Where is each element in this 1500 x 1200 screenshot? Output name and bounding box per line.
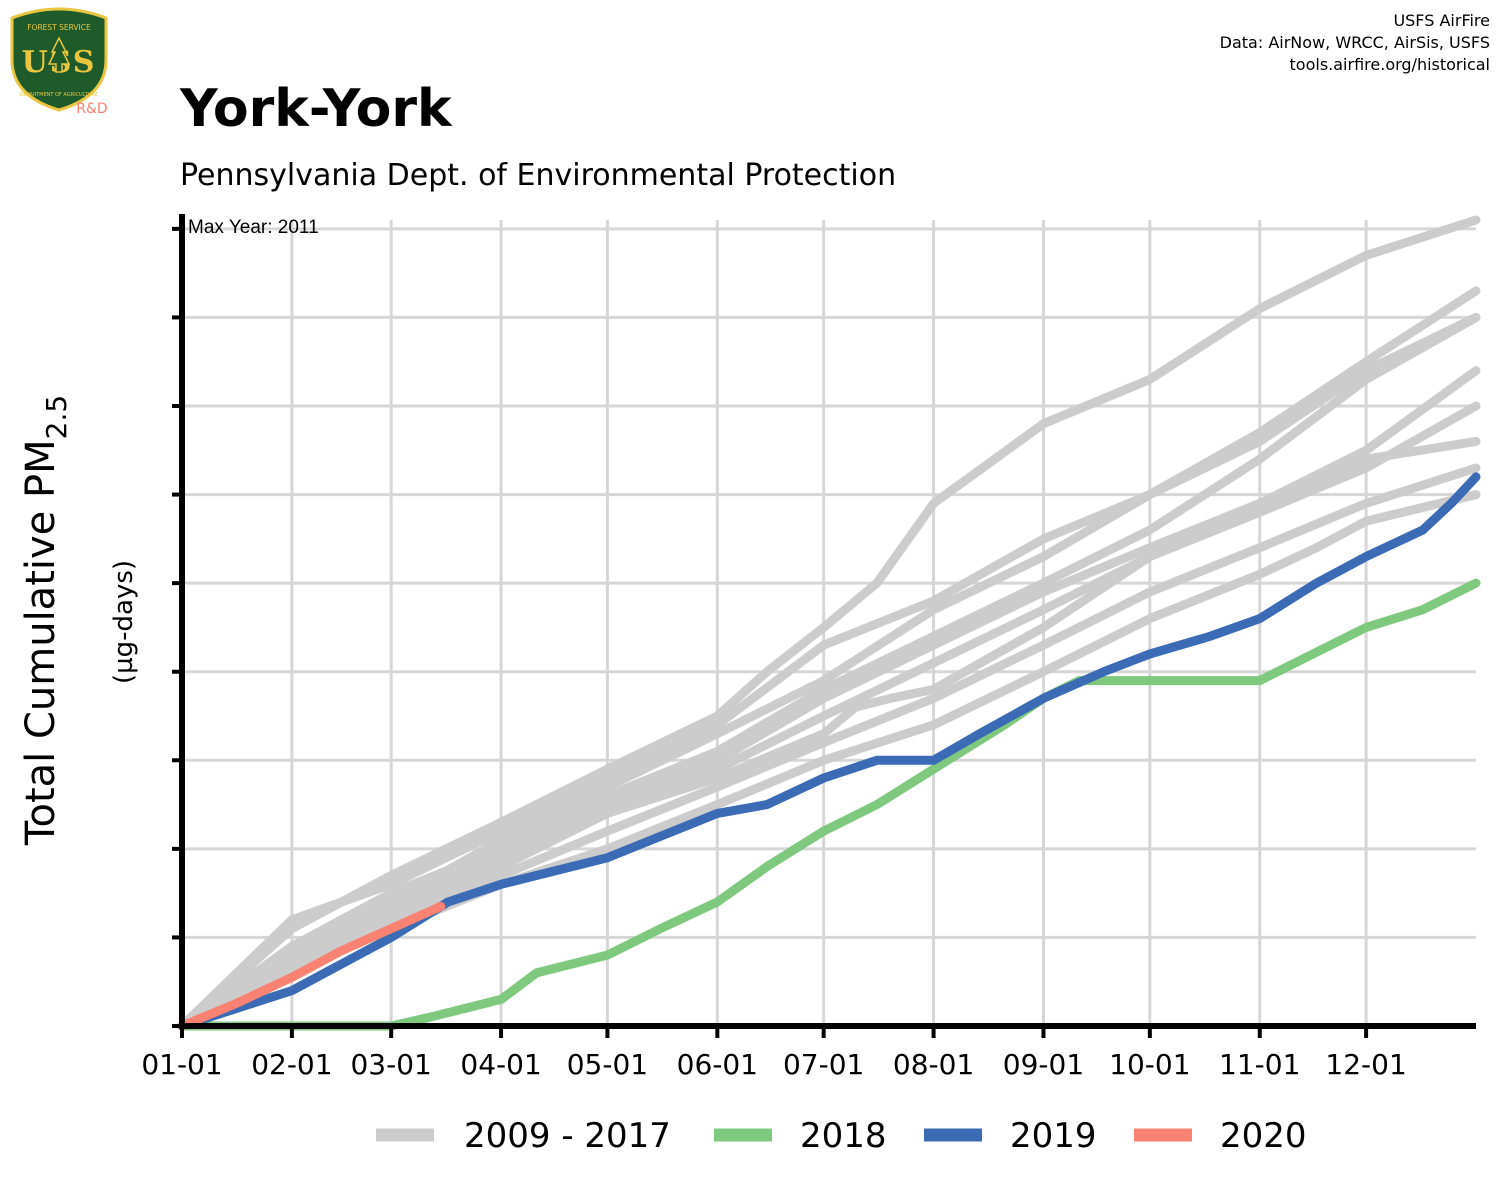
series-line-historical <box>177 463 1481 1031</box>
series-line-historical <box>177 312 1481 1031</box>
series-line-historical <box>177 436 1481 1031</box>
legend-label: 2019 <box>1010 1116 1097 1156</box>
series-layer <box>177 215 1481 1031</box>
y-axis-units: (µg-days) <box>109 560 139 684</box>
chart-title: York-York <box>179 79 453 139</box>
credit-line-2: Data: AirNow, WRCC, AirSis, USFS <box>1220 33 1490 52</box>
x-tick-label: 09-01 <box>1003 1048 1084 1081</box>
x-tick-label: 08-01 <box>893 1048 974 1081</box>
y-axis-label-main: Total Cumulative PM <box>18 439 64 846</box>
forest-service-logo: FOREST SERVICE USS DEPARTMENT OF AGRICUL… <box>10 7 108 112</box>
y-axis-label: Total Cumulative PM2.5 <box>18 395 73 846</box>
tree-icon <box>47 36 71 73</box>
max-year-annotation: Max Year: 2011 <box>188 217 319 238</box>
x-tick-label: 10-01 <box>1109 1048 1190 1081</box>
x-tick-label: 05-01 <box>567 1048 648 1081</box>
x-tick-label: 12-01 <box>1325 1048 1406 1081</box>
y-axis-label-sub: 2.5 <box>40 395 73 440</box>
legend-label: 2020 <box>1220 1116 1307 1156</box>
x-tick-label: 06-01 <box>677 1048 758 1081</box>
credit-line-1: USFS AirFire <box>1393 11 1490 30</box>
logo-bottom-text: DEPARTMENT OF AGRICULTURE <box>20 92 98 98</box>
x-tick-label: 11-01 <box>1219 1048 1300 1081</box>
logo-top-text: FOREST SERVICE <box>27 23 91 32</box>
series-line-historical <box>177 215 1481 1031</box>
legend: 2009 - 2017 2018 2019 2020 <box>376 1116 1307 1156</box>
x-tick-label: 03-01 <box>350 1048 431 1081</box>
series-line-historical <box>177 286 1481 1031</box>
rd-badge: R&D <box>76 101 107 117</box>
x-tick-label: 02-01 <box>251 1048 332 1081</box>
chart-subtitle: Pennsylvania Dept. of Environmental Prot… <box>180 158 896 193</box>
series-line-2018 <box>177 578 1481 1031</box>
credit-line-3: tools.airfire.org/historical <box>1290 55 1490 74</box>
legend-label: 2018 <box>800 1116 887 1156</box>
series-line-2020 <box>177 901 446 1031</box>
series-line-historical <box>177 401 1481 1031</box>
series-line-2019 <box>177 472 1481 1031</box>
x-tick-label: 01-01 <box>141 1048 222 1081</box>
x-tick-label: 07-01 <box>783 1048 864 1081</box>
legend-label: 2009 - 2017 <box>464 1116 671 1156</box>
x-tick-labels: 01-01 02-01 03-01 04-01 05-01 06-01 07-01 08-01… <box>141 1026 1407 1081</box>
x-tick-label: 04-01 <box>460 1048 541 1081</box>
